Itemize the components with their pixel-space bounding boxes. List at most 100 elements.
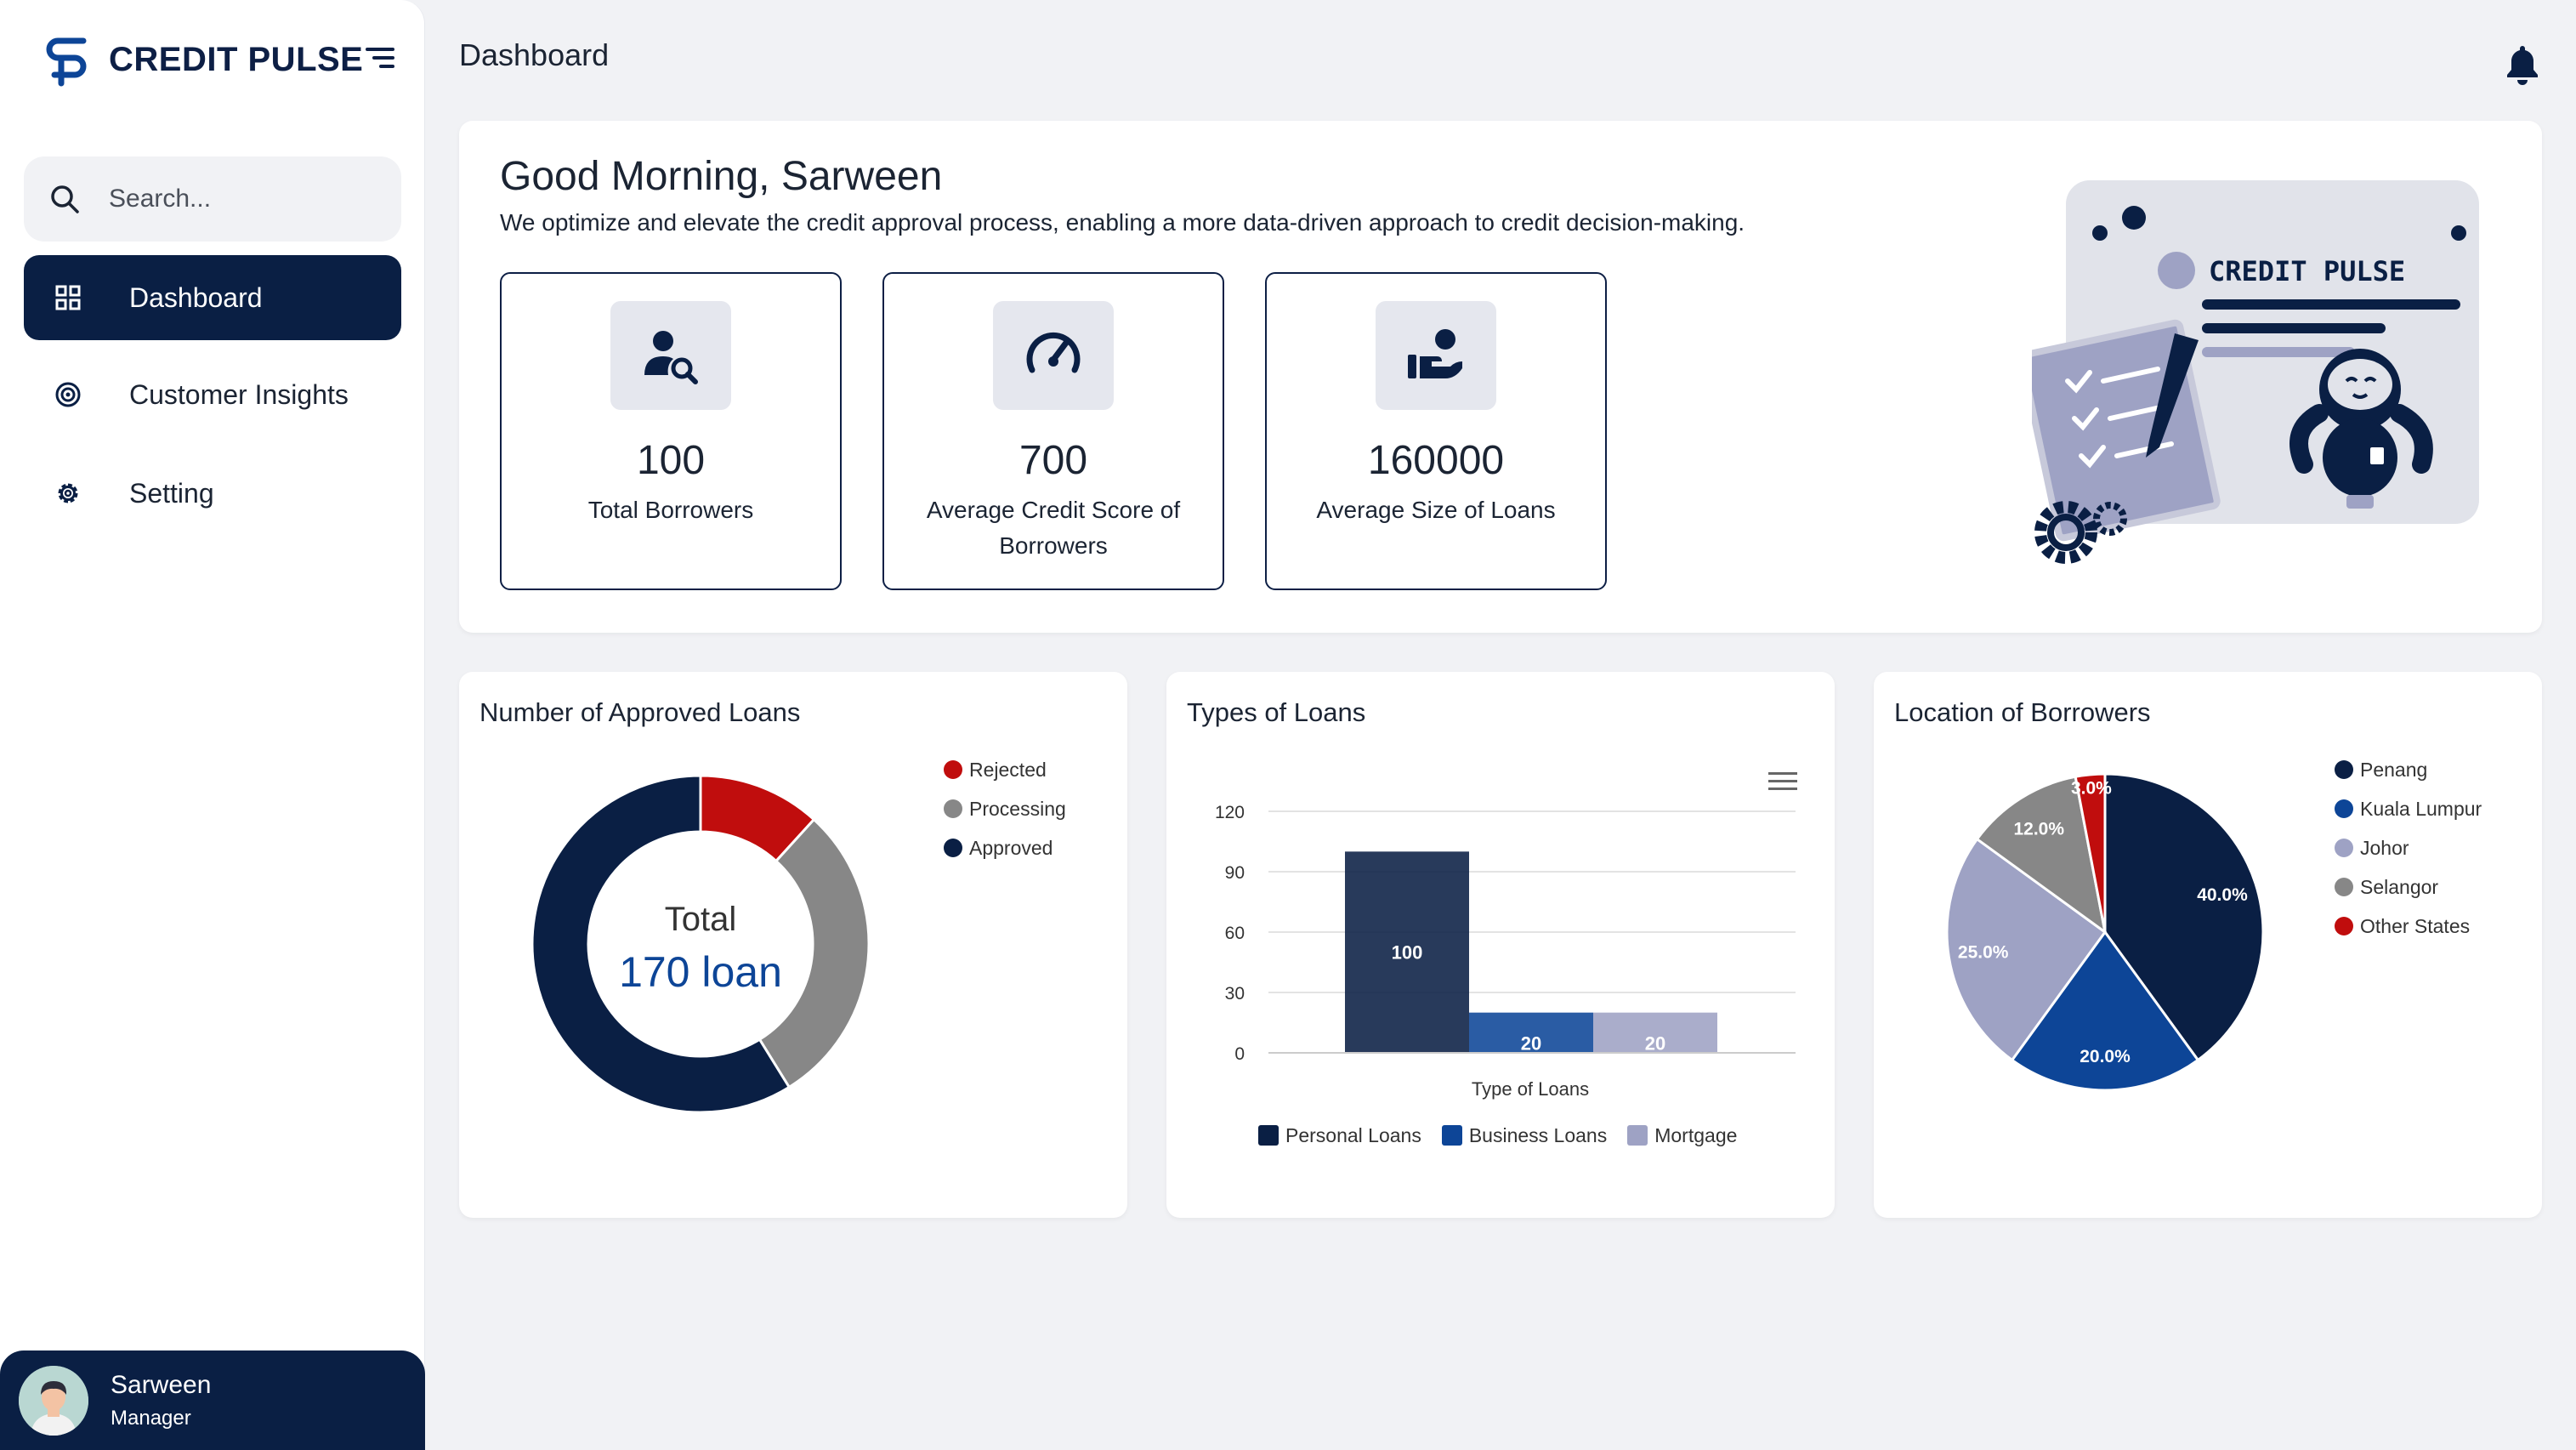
user-name: Sarween bbox=[111, 1370, 212, 1399]
stat-card-total-borrowers[interactable]: 100 Total Borrowers bbox=[500, 272, 842, 590]
sidebar-item-dashboard[interactable]: Dashboard bbox=[24, 255, 401, 340]
pie-slice-kuala-lumpur[interactable] bbox=[2010, 930, 2200, 1092]
target-icon bbox=[55, 382, 81, 407]
user-profile[interactable]: Sarween Manager bbox=[0, 1350, 425, 1450]
donut-center-label: Total bbox=[665, 901, 737, 938]
legend-item-mortgage[interactable]: Mortgage bbox=[1627, 1116, 1737, 1155]
legend-item-approved[interactable]: Approved bbox=[944, 828, 1066, 867]
stat-icon-box bbox=[1376, 301, 1496, 410]
sidebar-item-setting[interactable]: Setting bbox=[24, 451, 401, 536]
y-tick-label: 60 bbox=[1225, 924, 1245, 943]
sidebar-item-label: Setting bbox=[129, 477, 214, 509]
approved-loans-donut-chart: Total 170 loan bbox=[531, 774, 871, 1114]
donut-slice-processing[interactable] bbox=[757, 817, 871, 1089]
chart-title: Number of Approved Loans bbox=[479, 697, 801, 727]
menu-toggle-icon[interactable] bbox=[366, 48, 394, 73]
welcome-card: Good Morning, Sarween We optimize and el… bbox=[459, 121, 2542, 633]
pie-slice-johor[interactable] bbox=[1945, 837, 2108, 1062]
credit-pulse-illustration: CREDIT PULSE bbox=[2032, 180, 2479, 564]
legend-item-selangor[interactable]: Selangor bbox=[2335, 867, 2482, 907]
legend-label: Personal Loans bbox=[1285, 1123, 1421, 1146]
bar-mortgage[interactable] bbox=[1593, 1012, 1717, 1053]
y-tick-label: 0 bbox=[1234, 1044, 1245, 1064]
legend-label: Selangor bbox=[2360, 875, 2439, 898]
speedometer-icon bbox=[1026, 332, 1081, 373]
pie-data-label: 3.0% bbox=[2071, 779, 2112, 799]
pie-slice-selangor[interactable] bbox=[1975, 775, 2108, 935]
stat-icon-box bbox=[993, 301, 1114, 410]
legend-label: Other States bbox=[2360, 914, 2471, 937]
illustration-title: CREDIT PULSE bbox=[2209, 255, 2405, 287]
borrower-location-card: Location of Borrowers 40.0% 20.0% 25.0% 12.… bbox=[1874, 672, 2542, 1218]
legend-label: Business Loans bbox=[1468, 1123, 1608, 1146]
sidebar-item-label: Customer Insights bbox=[129, 378, 349, 410]
legend-item-personal-loans[interactable]: Personal Loans bbox=[1258, 1116, 1421, 1155]
pie-data-label: 12.0% bbox=[2013, 820, 2064, 839]
legend-label: Penang bbox=[2360, 758, 2428, 781]
x-axis-label: Type of Loans bbox=[1472, 1078, 1589, 1100]
approved-loans-card: Number of Approved Loans Total 170 loan R… bbox=[459, 672, 1127, 1218]
donut-slice-approved[interactable] bbox=[531, 774, 792, 1114]
chart-title: Types of Loans bbox=[1187, 697, 1366, 727]
legend-label: Mortgage bbox=[1654, 1123, 1738, 1146]
y-tick-label: 90 bbox=[1225, 863, 1245, 883]
legend-label: Johor bbox=[2360, 836, 2409, 859]
legend-item-rejected[interactable]: Rejected bbox=[944, 750, 1066, 789]
legend-item-johor[interactable]: Johor bbox=[2335, 828, 2482, 867]
stat-icon-box bbox=[610, 301, 731, 410]
search-input[interactable] bbox=[109, 185, 389, 213]
y-tick-label: 30 bbox=[1225, 984, 1245, 1004]
bar-business-loans[interactable] bbox=[1469, 1012, 1593, 1053]
bar-legend: Personal Loans Business Loans Mortgage bbox=[1258, 1116, 1757, 1155]
loan-types-card: Types of Loans Type of Loans 0 30 60 90 120 1… bbox=[1166, 672, 1835, 1218]
brand[interactable]: CREDIT PULSE bbox=[43, 32, 363, 87]
donut-center-value: 170 loan bbox=[619, 948, 782, 996]
y-tick-label: 120 bbox=[1215, 803, 1245, 822]
bar-personal-loans[interactable] bbox=[1345, 851, 1469, 1053]
stat-label: Average Size of Loans bbox=[1316, 497, 1556, 523]
pie-slice-penang[interactable] bbox=[2103, 772, 2265, 1062]
search-box[interactable] bbox=[24, 156, 401, 242]
hand-money-icon bbox=[1408, 329, 1462, 378]
borrower-location-pie-chart: 40.0% 20.0% 25.0% 12.0% 3.0% bbox=[1945, 772, 2265, 1092]
legend-label: Approved bbox=[969, 836, 1053, 859]
bar-data-label: 100 bbox=[1392, 942, 1423, 964]
stat-value: 160000 bbox=[1367, 438, 1505, 483]
grid-icon bbox=[55, 285, 81, 310]
stat-label: Average Credit Score of Borrowers bbox=[926, 497, 1181, 559]
pie-data-label: 40.0% bbox=[2197, 885, 2248, 905]
legend-item-other-states[interactable]: Other States bbox=[2335, 907, 2482, 946]
legend-item-processing[interactable]: Processing bbox=[944, 789, 1066, 828]
pie-slice-other-states[interactable] bbox=[2074, 772, 2107, 933]
greeting: Good Morning, Sarween bbox=[500, 154, 943, 199]
sidebar-item-customer-insights[interactable]: Customer Insights bbox=[24, 352, 401, 437]
stat-card-average-credit-score[interactable]: 700 Average Credit Score of Borrowers bbox=[882, 272, 1224, 590]
pie-legend: Penang Kuala Lumpur Johor Selangor Other… bbox=[2335, 750, 2482, 946]
avatar bbox=[19, 1365, 88, 1436]
user-search-icon bbox=[644, 331, 698, 384]
brand-name: CREDIT PULSE bbox=[109, 40, 364, 78]
legend-item-kuala-lumpur[interactable]: Kuala Lumpur bbox=[2335, 789, 2482, 828]
notification-bell-icon[interactable] bbox=[2503, 43, 2542, 85]
pie-data-label: 25.0% bbox=[1958, 943, 2009, 963]
sidebar: CREDIT PULSE Dashboard Customer Insights… bbox=[0, 0, 425, 1450]
bar-data-label: 20 bbox=[1645, 1033, 1665, 1055]
chart-menu-icon[interactable] bbox=[1768, 772, 1797, 793]
user-role: Manager bbox=[111, 1406, 191, 1430]
tagline: We optimize and elevate the credit appro… bbox=[500, 209, 1745, 236]
page-title: Dashboard bbox=[459, 37, 610, 72]
legend-item-business-loans[interactable]: Business Loans bbox=[1441, 1116, 1608, 1155]
loan-types-bar-chart: Type of Loans 0 30 60 90 120 100 20 20 bbox=[1215, 803, 1796, 1100]
stat-value: 700 bbox=[1018, 438, 1088, 483]
bar-data-label: 20 bbox=[1521, 1033, 1541, 1055]
stat-label: Total Borrowers bbox=[587, 497, 754, 523]
legend-label: Processing bbox=[969, 797, 1066, 820]
stat-card-average-loan-size[interactable]: 160000 Average Size of Loans bbox=[1265, 272, 1607, 590]
stat-value: 100 bbox=[636, 438, 706, 483]
credit-pulse-logo-icon bbox=[46, 37, 87, 87]
donut-legend: Rejected Processing Approved bbox=[944, 750, 1066, 867]
gear-icon bbox=[58, 483, 78, 503]
search-icon bbox=[51, 185, 79, 213]
legend-item-penang[interactable]: Penang bbox=[2335, 750, 2482, 789]
legend-label: Rejected bbox=[969, 758, 1047, 781]
